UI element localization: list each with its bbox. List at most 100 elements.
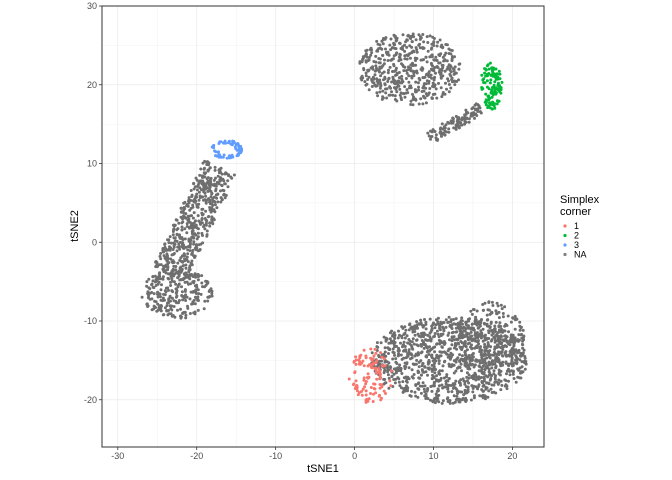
data-point <box>181 264 185 268</box>
data-point <box>202 198 205 202</box>
data-point <box>370 359 374 363</box>
data-point <box>517 350 520 354</box>
data-point <box>520 352 524 356</box>
data-point <box>399 367 403 371</box>
data-point <box>366 372 370 376</box>
data-point <box>513 314 517 318</box>
data-point <box>433 58 437 62</box>
data-point <box>188 208 192 212</box>
data-point <box>494 320 498 324</box>
data-point <box>227 156 231 160</box>
data-point <box>379 341 383 345</box>
data-point <box>477 342 481 346</box>
data-point <box>211 197 215 201</box>
data-point <box>186 215 190 219</box>
data-point <box>212 208 216 212</box>
data-point <box>452 394 456 398</box>
data-point <box>223 196 227 200</box>
data-point <box>417 33 421 37</box>
data-point <box>201 285 204 289</box>
data-point <box>452 318 455 321</box>
data-point <box>190 225 194 229</box>
data-point <box>423 394 427 398</box>
data-point <box>403 49 407 53</box>
data-point <box>493 75 497 79</box>
data-point <box>477 339 480 343</box>
data-point <box>452 79 456 83</box>
data-point <box>174 282 178 286</box>
data-point <box>496 304 500 308</box>
data-point <box>408 52 411 56</box>
data-point <box>185 225 189 228</box>
data-point <box>179 206 183 210</box>
y-tick-label: -20 <box>84 395 97 405</box>
data-point <box>387 347 391 351</box>
data-point <box>399 91 403 95</box>
data-point <box>473 116 476 120</box>
legend-key <box>563 252 567 257</box>
data-point <box>430 369 434 373</box>
data-point <box>445 67 449 71</box>
data-point <box>180 225 184 229</box>
data-point <box>404 77 408 80</box>
data-point <box>454 398 458 402</box>
data-point <box>200 274 204 278</box>
data-point <box>208 166 212 170</box>
data-point <box>196 288 200 292</box>
data-point <box>514 339 518 343</box>
data-point <box>487 94 491 98</box>
data-point <box>504 361 508 365</box>
data-point <box>438 369 442 373</box>
data-point <box>463 391 467 395</box>
data-point <box>439 73 443 76</box>
data-point <box>482 334 485 338</box>
data-point <box>183 237 187 241</box>
data-point <box>208 208 212 212</box>
data-point <box>434 71 437 75</box>
data-point <box>493 377 497 381</box>
data-point <box>220 198 224 202</box>
data-point <box>175 228 179 232</box>
data-point <box>467 376 471 380</box>
data-point <box>381 42 385 46</box>
data-point <box>470 322 474 326</box>
data-point <box>446 400 450 403</box>
data-point <box>406 33 410 37</box>
data-point <box>431 96 434 100</box>
data-point <box>385 96 389 100</box>
data-point <box>475 309 479 313</box>
data-point <box>435 59 439 62</box>
data-point <box>485 386 489 390</box>
data-point <box>230 176 234 180</box>
data-point <box>447 320 451 324</box>
data-point <box>493 327 497 331</box>
data-point <box>489 339 493 343</box>
data-point <box>212 145 215 149</box>
data-point <box>353 371 357 375</box>
data-point <box>219 170 222 174</box>
data-point <box>491 93 495 97</box>
data-point <box>456 116 460 120</box>
data-point <box>173 242 177 246</box>
data-point <box>522 334 526 338</box>
data-point <box>185 275 189 279</box>
data-point <box>214 187 218 191</box>
data-point <box>219 189 222 193</box>
data-point <box>497 310 501 314</box>
data-point <box>451 386 455 390</box>
data-point <box>429 73 433 77</box>
data-point <box>432 363 436 367</box>
data-point <box>488 325 492 329</box>
data-point <box>221 155 225 159</box>
data-point <box>463 363 467 367</box>
data-point <box>429 67 433 71</box>
x-axis-title: tSNE1 <box>307 463 339 475</box>
x-tick-label: 10 <box>428 451 438 461</box>
data-point <box>478 361 482 365</box>
data-point <box>364 354 368 358</box>
data-point <box>400 372 404 375</box>
data-point <box>404 379 408 383</box>
data-point <box>435 96 439 100</box>
data-point <box>498 77 502 81</box>
data-point <box>174 299 178 303</box>
